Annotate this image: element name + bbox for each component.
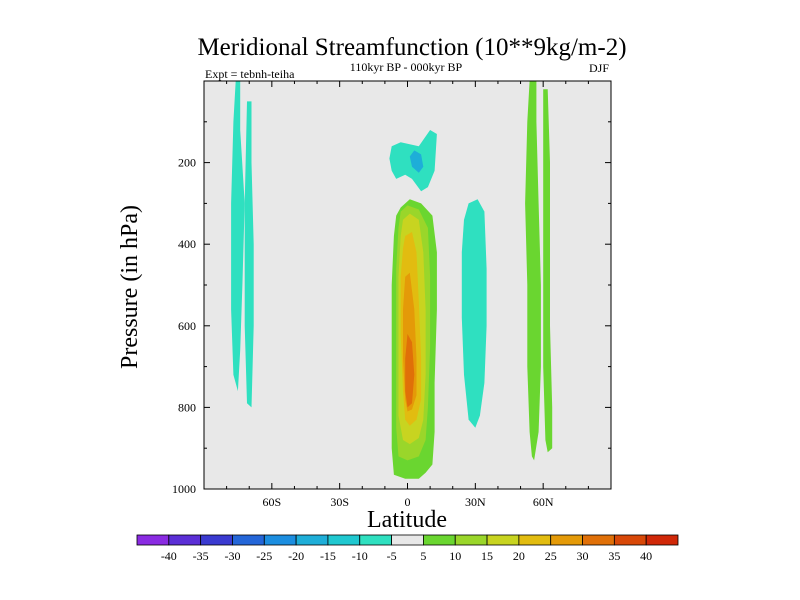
contour-region-nh-subtropical-negative — [461, 199, 487, 428]
colorbar-swatch — [391, 534, 424, 546]
colorbar-label: 10 — [449, 549, 461, 563]
colorbar-swatch — [645, 534, 679, 546]
colorbar-swatch — [486, 534, 520, 546]
contour-region-nh-high-lat-positive-2 — [543, 89, 553, 453]
colorbar-label: -25 — [256, 549, 272, 563]
y-tick-label: 800 — [178, 400, 196, 414]
colorbar-swatch — [295, 534, 329, 546]
colorbar-label: -5 — [387, 549, 397, 563]
colorbar-swatch — [200, 534, 233, 546]
x-tick-label: 60S — [262, 495, 281, 509]
x-tick-label: 30N — [465, 495, 486, 509]
colorbar-label: 20 — [513, 549, 525, 563]
colorbar-swatch — [359, 534, 392, 546]
contour-region-upper-tropical-negative-core — [409, 150, 424, 173]
contour-region-tropical-positive-30 — [405, 334, 415, 408]
colorbar-label: 25 — [545, 549, 557, 563]
y-tick-label: 600 — [178, 319, 196, 333]
y-tick-label: 400 — [178, 237, 196, 251]
colorbar-swatch — [136, 534, 170, 546]
colorbar-swatch — [168, 534, 202, 546]
colorbar-label: -30 — [224, 549, 240, 563]
colorbar-swatch — [232, 534, 265, 546]
chart-subtitle: 110kyr BP - 000kyr BP — [350, 60, 463, 74]
y-tick-label: 1000 — [172, 482, 196, 496]
colorbar-swatch — [518, 534, 552, 546]
experiment-label: Expt = tebnh-teiha — [205, 67, 295, 81]
x-tick-label: 30S — [330, 495, 349, 509]
colorbar-label: 30 — [577, 549, 589, 563]
colorbar-swatch — [423, 534, 456, 546]
colorbar-swatch — [582, 534, 615, 546]
x-tick-label: 60N — [533, 495, 554, 509]
colorbar-label: -35 — [193, 549, 209, 563]
colorbar-label: -10 — [352, 549, 368, 563]
y-axis-label: Pressure (in hPa) — [117, 205, 143, 369]
colorbar-label: -20 — [288, 549, 304, 563]
contour-region-sh-high-lat-negative-2 — [244, 101, 254, 408]
colorbar: -40 -35 -30 -25 -20 -15 -10 -5 5 10 15 20 25 30 35 40 — [136, 534, 679, 563]
colorbar-swatch — [613, 534, 647, 546]
contour-region-nh-high-lat-positive-1 — [525, 81, 541, 461]
colorbar-label: 5 — [420, 549, 426, 563]
colorbar-label: -40 — [161, 549, 177, 563]
colorbar-label: -15 — [320, 549, 336, 563]
colorbar-swatch — [550, 534, 583, 546]
y-axis-ticks: 200 400 600 800 1000 — [172, 121, 611, 496]
chart-title: Meridional Streamfunction (10**9kg/m-2) — [197, 34, 626, 61]
colorbar-swatch — [454, 534, 488, 546]
colorbar-label: 35 — [608, 549, 620, 563]
y-tick-label: 200 — [178, 156, 196, 170]
season-label: DJF — [589, 61, 609, 75]
contour-regions — [231, 81, 553, 479]
x-axis-ticks: 60S 30S 0 30N 60N — [226, 81, 589, 509]
contour-region-sh-high-lat-negative-1 — [231, 81, 245, 392]
x-axis-label: Latitude — [367, 507, 447, 533]
colorbar-swatch — [327, 534, 361, 546]
x-tick-label: 0 — [405, 495, 411, 509]
colorbar-label: 40 — [640, 549, 652, 563]
colorbar-swatch — [263, 534, 297, 546]
colorbar-label: 15 — [481, 549, 493, 563]
